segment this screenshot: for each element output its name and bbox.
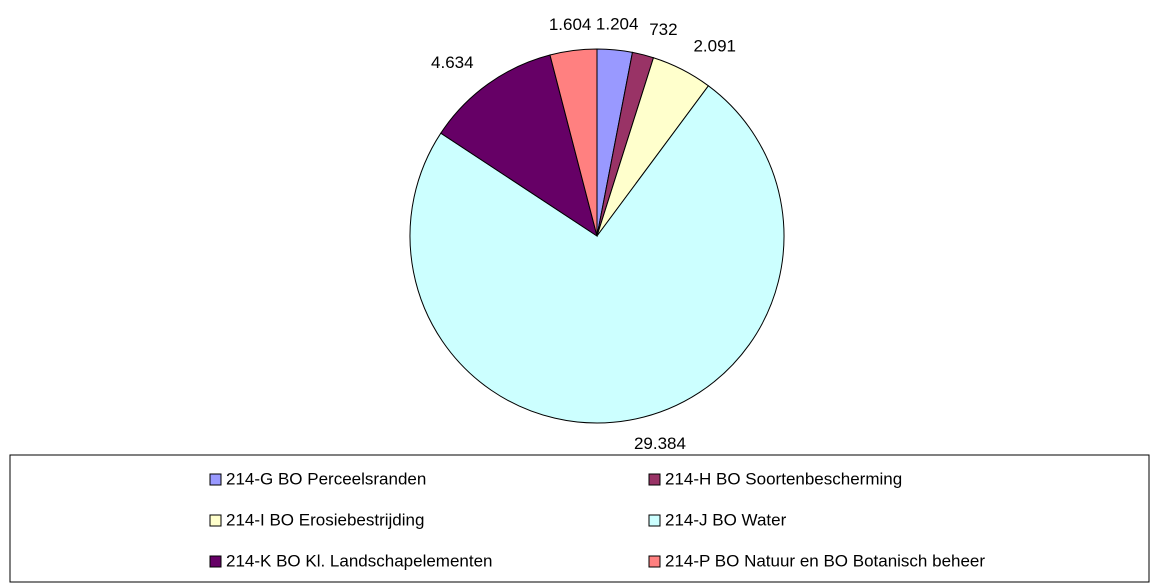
legend-label: 214-K BO Kl. Landschapelementen	[226, 551, 493, 570]
legend-label: 214-G BO Perceelsranden	[226, 469, 426, 488]
pie-slice	[409, 85, 785, 424]
legend-swatch	[209, 473, 222, 486]
legend-box	[9, 454, 1150, 583]
legend-swatch	[648, 514, 661, 527]
data-label: 1.604	[549, 15, 592, 34]
data-label: 732	[649, 20, 677, 39]
legend-label: 214-P BO Natuur en BO Botanisch beheer	[665, 551, 985, 570]
legend-label: 214-J BO Water	[665, 510, 787, 529]
data-label: 29.384	[634, 434, 686, 453]
legend-swatch	[648, 473, 661, 486]
legend-label: 214-I BO Erosiebestrijding	[226, 510, 424, 529]
data-label: 4.634	[431, 53, 474, 72]
legend-swatch	[648, 555, 661, 568]
pie-slice	[549, 48, 598, 237]
pie-slice	[440, 54, 598, 238]
data-label: 1.204	[596, 14, 639, 33]
legend-swatch	[209, 514, 222, 527]
data-label: 2.091	[693, 37, 736, 56]
legend-label: 214-H BO Soortenbescherming	[665, 469, 902, 488]
legend-swatch	[209, 555, 222, 568]
